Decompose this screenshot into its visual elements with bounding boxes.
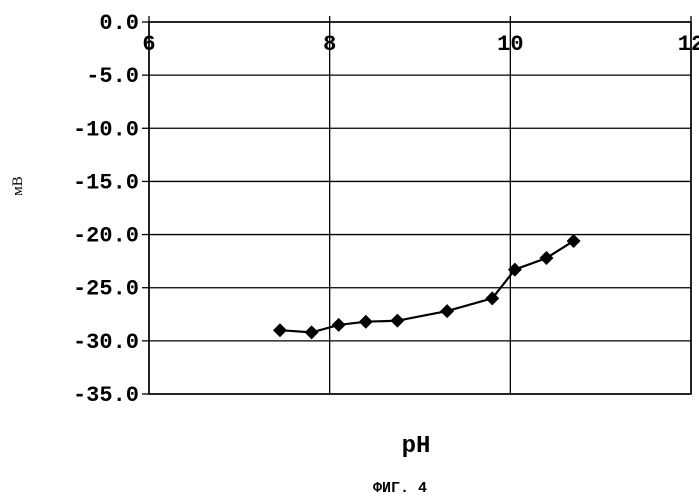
x-tick-label: 6 xyxy=(142,32,155,57)
data-point xyxy=(440,304,454,318)
y-tick-label: -20.0 xyxy=(73,224,139,249)
x-axis-label: pH xyxy=(402,433,431,460)
data-point xyxy=(539,251,553,265)
y-tick-labels: 0.0 -5.0 -10.0 -15.0 -20.0 -25.0 -30.0 -35.0 xyxy=(73,11,139,408)
data-series xyxy=(273,234,581,339)
y-tick-label: -35.0 xyxy=(73,383,139,408)
y-tick-label: -10.0 xyxy=(73,117,139,142)
data-point xyxy=(567,234,581,248)
data-point xyxy=(390,314,404,328)
data-point xyxy=(359,315,373,329)
x-tick-label: 10 xyxy=(497,32,523,57)
x-tick-label: 12 xyxy=(678,32,699,57)
y-tick-label: -30.0 xyxy=(73,330,139,355)
figure-caption: ФИГ. 4 xyxy=(373,480,427,497)
y-tick-label: 0.0 xyxy=(99,11,139,36)
y-tick-label: -15.0 xyxy=(73,170,139,195)
data-point xyxy=(305,325,319,339)
y-tick-label: -5.0 xyxy=(86,64,139,89)
y-tick-label: -25.0 xyxy=(73,277,139,302)
y-axis-label: мВ xyxy=(10,176,26,196)
plot-frame xyxy=(149,22,691,394)
x-tick-labels: 6 8 10 12 xyxy=(142,32,699,57)
series-line xyxy=(280,241,574,333)
data-point xyxy=(332,318,346,332)
data-point xyxy=(273,323,287,337)
x-tick-label: 8 xyxy=(323,32,336,57)
grid xyxy=(142,16,691,394)
